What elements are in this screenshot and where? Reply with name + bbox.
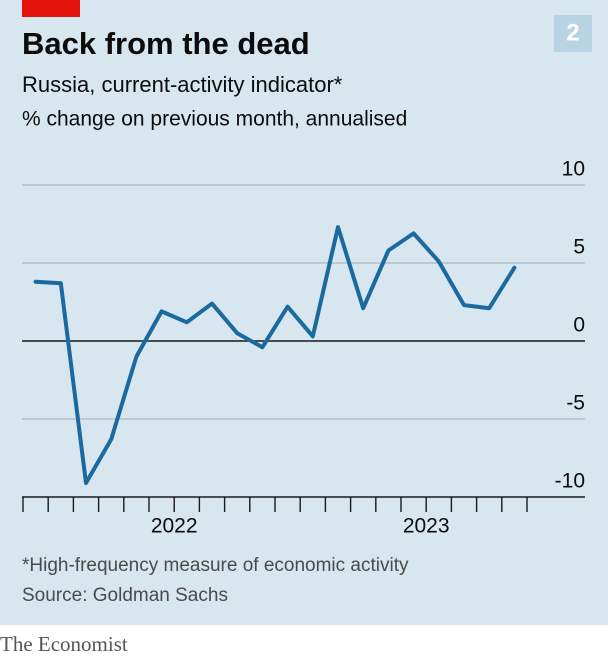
data-line [33, 225, 517, 485]
y-tick-label: 10 [562, 158, 585, 181]
chart-number: 2 [566, 19, 579, 46]
plot-area: -10 -5 0 5 10 2022 2023 [22, 158, 585, 538]
x-tick-label: 2022 [151, 515, 198, 538]
y-tick-label: -10 [555, 470, 585, 493]
footnote: *High-frequency measure of economic acti… [22, 555, 409, 576]
brand: The Economist [0, 632, 128, 656]
chart-subtitle: Russia, current-activity indicator* [22, 72, 343, 97]
chart-title: Back from the dead [22, 26, 310, 61]
x-tick-label: 2023 [403, 515, 450, 538]
y-tick-label: 5 [573, 236, 585, 259]
y-axis-label: % change on previous month, annualised [22, 108, 407, 131]
red-tag [22, 0, 80, 17]
chart-background [0, 0, 608, 625]
chart-number-box [554, 15, 592, 52]
y-tick-label: -5 [566, 392, 585, 415]
source: Source: Goldman Sachs [22, 585, 228, 606]
y-tick-label: 0 [573, 314, 585, 337]
